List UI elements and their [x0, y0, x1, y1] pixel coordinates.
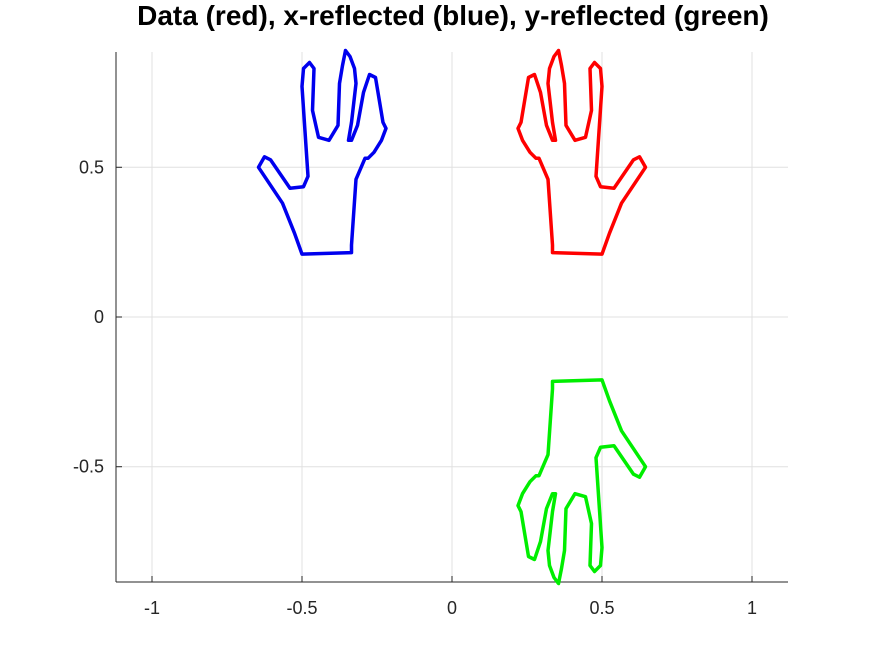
series-line-3 — [516, 378, 648, 586]
axes-layer — [115, 52, 788, 583]
y-tick-label: -0.5 — [73, 457, 104, 477]
x-tick-label: 1 — [747, 598, 757, 618]
x-tick-label: -0.5 — [286, 598, 317, 618]
series-layer — [256, 48, 648, 586]
series-line-2 — [256, 48, 388, 256]
x-tick-label: -1 — [144, 598, 160, 618]
series-line-1 — [516, 48, 648, 256]
x-tick-label: 0.5 — [589, 598, 614, 618]
chart-title: Data (red), x-reflected (blue), y-reflec… — [137, 0, 769, 31]
x-tick-label: 0 — [447, 598, 457, 618]
grid-layer — [116, 52, 788, 582]
tick-layer: -1 -0.5 0 0.5 1 -0.5 0 0.5 — [73, 157, 757, 618]
y-tick-label: 0.5 — [79, 157, 104, 177]
y-tick-label: 0 — [94, 307, 104, 327]
